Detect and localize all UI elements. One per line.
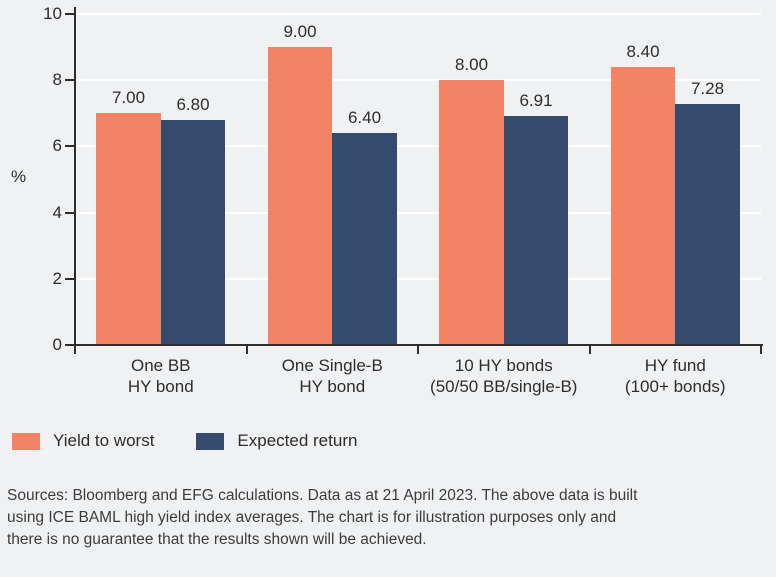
bar-yield-to-worst [96, 113, 161, 345]
legend-label: Yield to worst [53, 431, 155, 450]
y-tick-label: 2 [52, 268, 62, 288]
gridline [75, 277, 761, 280]
category-label-line2: HY bond [127, 377, 194, 396]
gridline [75, 13, 761, 15]
y-tick [65, 79, 75, 82]
category-label-line2: (50/50 BB/single-B) [430, 377, 578, 396]
legend-label: Expected return [237, 431, 358, 450]
legend-swatch-yield-to-worst [12, 432, 40, 450]
y-tick-label: 10 [43, 4, 62, 23]
bar-yield-to-worst [610, 66, 676, 345]
gridline [75, 79, 761, 82]
y-tick [65, 145, 75, 148]
y-tick-label: 8 [52, 70, 62, 90]
source-note-line: Sources: Bloomberg and EFG calculations.… [7, 487, 638, 504]
y-tick [65, 277, 75, 280]
gridline [75, 145, 761, 148]
bar-yield-to-worst [439, 80, 504, 345]
category-label-line2: (100+ bonds) [624, 377, 726, 396]
bar-value-label: 9.00 [283, 22, 317, 42]
source-note-line: there is no guarantee that the results s… [7, 531, 427, 548]
x-tick [760, 345, 762, 354]
y-axis-line [74, 7, 76, 354]
y-tick [65, 211, 75, 214]
bar-expected-return [503, 116, 569, 345]
x-tick [74, 345, 76, 354]
bar-expected-return [675, 104, 740, 345]
plot-area: 7.00 6.80 9.00 6.40 8.00 6.91 8.40 7.28 [75, 13, 761, 345]
x-tick [245, 345, 248, 354]
category-label-line1: 10 HY bonds [454, 356, 553, 375]
bar-value-label: 8.00 [454, 55, 489, 75]
category-label: One BB HY bond [51, 355, 271, 397]
gridline [75, 211, 761, 214]
category-label-line2: HY bond [299, 377, 366, 396]
legend-item-expected-return: Expected return [196, 431, 357, 451]
bar-yield-to-worst [267, 47, 333, 345]
category-label: HY fund (100+ bonds) [565, 355, 776, 397]
bar-value-label: 8.40 [626, 41, 660, 61]
source-note-line: using ICE BAML high yield index averages… [7, 509, 617, 526]
y-tick [65, 13, 75, 15]
x-tick [417, 345, 419, 354]
category-label-line1: One Single-B [281, 356, 383, 375]
y-axis-title: % [11, 167, 27, 186]
y-tick-label: 6 [52, 136, 62, 156]
category-label-line1: One BB [130, 356, 191, 375]
y-tick-label: 0 [52, 335, 62, 354]
bar-expected-return [332, 133, 397, 345]
bar-value-label: 7.00 [111, 88, 146, 108]
category-label: 10 HY bonds (50/50 BB/single-B) [394, 355, 614, 397]
bar-expected-return [160, 119, 226, 345]
legend-item-yield-to-worst: Yield to worst [12, 431, 154, 451]
bar-value-label: 6.91 [519, 91, 553, 111]
legend: Yield to worst Expected return [12, 431, 399, 451]
y-tick-label: 4 [52, 202, 62, 222]
category-label-line1: HY fund [644, 356, 706, 375]
x-tick [588, 345, 591, 354]
source-note: Sources: Bloomberg and EFG calculations.… [7, 485, 772, 551]
category-label: One Single-B HY bond [222, 355, 442, 397]
legend-swatch-expected-return [196, 432, 225, 450]
bar-value-label: 7.28 [690, 79, 725, 99]
y-tick [65, 344, 75, 346]
bar-value-label: 6.40 [347, 108, 382, 128]
bar-value-label: 6.80 [176, 94, 210, 114]
